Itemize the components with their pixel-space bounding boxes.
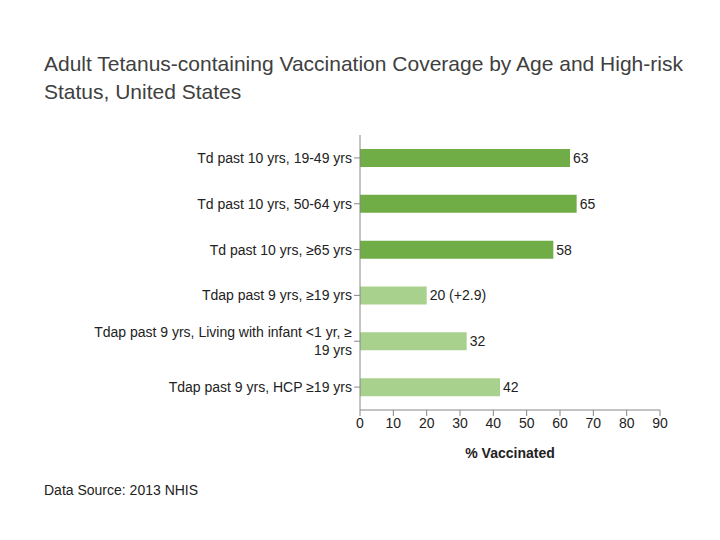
svg-text:60: 60 xyxy=(552,415,568,431)
svg-text:32: 32 xyxy=(470,333,486,349)
svg-text:70: 70 xyxy=(586,415,602,431)
svg-text:40: 40 xyxy=(486,415,502,431)
svg-text:Tdap past 9 yrs, ≥19 yrs: Tdap past 9 yrs, ≥19 yrs xyxy=(202,287,352,303)
svg-text:Td past 10 yrs, 50-64 yrs: Td past 10 yrs, 50-64 yrs xyxy=(197,196,352,212)
svg-text:50: 50 xyxy=(519,415,535,431)
html-text:Adult Tetanus-containing Vacci: Adult Tetanus-containing Vaccination Cov… xyxy=(44,52,683,103)
svg-text:% Vaccinated: % Vaccinated xyxy=(465,445,555,461)
svg-text:10: 10 xyxy=(386,415,402,431)
svg-text:Tdap past 9 yrs, Living with i: Tdap past 9 yrs, Living with infant <1 y… xyxy=(94,324,352,358)
svg-text:20: 20 xyxy=(419,415,435,431)
html-text:Data Source: 2013 NHIS: Data Source: 2013 NHIS xyxy=(44,482,199,498)
svg-text:0: 0 xyxy=(356,415,364,431)
svg-text:30: 30 xyxy=(452,415,468,431)
svg-text:90: 90 xyxy=(652,415,668,431)
svg-text:58: 58 xyxy=(556,242,572,258)
svg-text:20 (+2.9): 20 (+2.9) xyxy=(430,287,486,303)
svg-text:65: 65 xyxy=(580,196,596,212)
svg-text:Td past 10 yrs, ≥65 yrs: Td past 10 yrs, ≥65 yrs xyxy=(210,242,352,258)
svg-text:42: 42 xyxy=(503,379,519,395)
svg-text:Tdap past 9 yrs, HCP ≥19 yrs: Tdap past 9 yrs, HCP ≥19 yrs xyxy=(169,379,352,395)
svg-text:80: 80 xyxy=(619,415,635,431)
svg-text:63: 63 xyxy=(573,150,589,166)
svg-text:Td past 10 yrs, 19-49 yrs: Td past 10 yrs, 19-49 yrs xyxy=(197,150,352,166)
